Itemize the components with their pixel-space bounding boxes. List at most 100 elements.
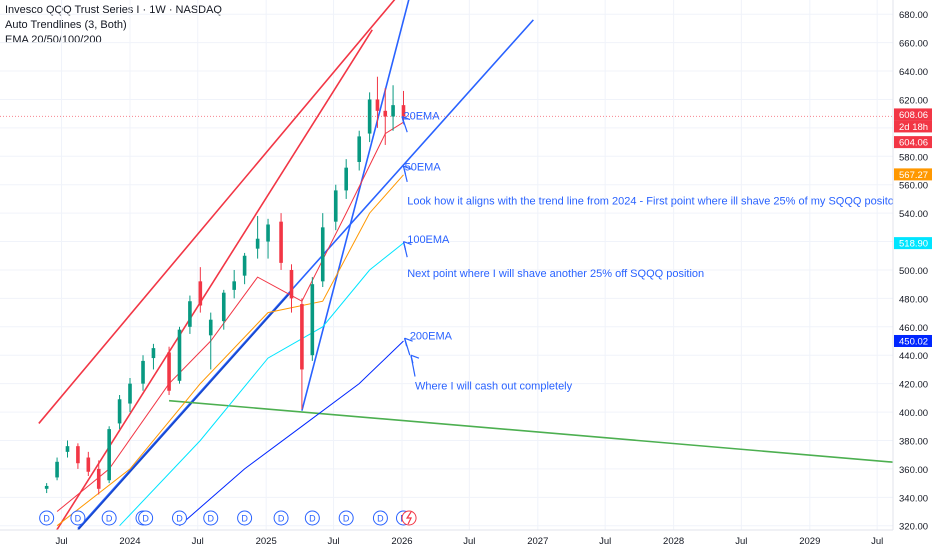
candles [44, 76, 406, 495]
ema-lines [56, 121, 404, 527]
candle-body [310, 284, 315, 356]
trendline [77, 19, 534, 530]
dividend-marker-label: D [278, 514, 285, 524]
candle-body [55, 461, 59, 478]
price-tick-label: 360.00 [899, 465, 928, 476]
dividend-marker-label: D [207, 514, 214, 524]
dividend-marker [372, 510, 388, 526]
time-tick-label: Jul [463, 536, 475, 547]
symbol-title[interactable]: Invesco QQQ Trust Series I · 1W · NASDAQ [5, 4, 222, 16]
candle-body [44, 485, 49, 489]
price-tick-label: 400.00 [899, 408, 928, 419]
price-tick-label: 640.00 [899, 67, 928, 78]
dividend-marker-label: D [142, 514, 149, 524]
candle-body [383, 110, 388, 117]
dividend-marker-label: D [343, 514, 350, 524]
time-tick-label: 2026 [391, 536, 412, 547]
candle-body [279, 221, 283, 263]
price-label-text-ema20: 604.06 [899, 138, 928, 149]
ema-line [56, 174, 404, 527]
dividend-marker-label: D [75, 514, 82, 524]
dividend-marker-label: D [241, 514, 248, 524]
dividend-marker-label: D [309, 514, 316, 524]
price-tick-label: 440.00 [899, 351, 928, 362]
candle-body [96, 468, 101, 489]
candle-body [367, 99, 372, 134]
time-tick-label: 2024 [119, 536, 140, 547]
candle-body [221, 292, 226, 322]
time-tick-label: 2028 [663, 536, 684, 547]
time-tick-label: Jul [871, 536, 883, 547]
time-tick-label: Jul [599, 536, 611, 547]
candle-body [357, 136, 362, 162]
time-axis-bg [0, 530, 932, 550]
annotation-ema50: 50EMA [405, 162, 442, 174]
price-label-text-ema100: 518.90 [899, 239, 928, 250]
candle-body [188, 301, 192, 327]
price-label-text-countdown: 2d 18h [899, 122, 928, 133]
candle-body [117, 399, 122, 424]
candle-body [107, 429, 111, 481]
dividend-marker-label: D [43, 514, 50, 524]
price-label-ema20 [894, 136, 932, 149]
price-tick-label: 580.00 [899, 152, 928, 163]
price-tick-label: 320.00 [899, 522, 928, 533]
annotation-note3: Where I will cash out completely [415, 380, 573, 392]
price-label-price [894, 108, 932, 121]
annotation-arrowhead [401, 115, 411, 125]
dividend-marker [101, 510, 117, 526]
price-tick-label: 420.00 [899, 380, 928, 391]
price-tick-label: 340.00 [899, 493, 928, 504]
candle-body [151, 348, 156, 359]
time-tick-label: 2027 [527, 536, 548, 547]
trendline [77, 290, 293, 531]
price-tick-label: 500.00 [899, 266, 928, 277]
annotations: 20EMA 50EMA Look how it aligns with the tr… [401, 110, 900, 392]
annotation-ema100: 100EMA [407, 234, 450, 246]
candle-body [242, 255, 247, 276]
trendline [301, 0, 410, 411]
price-label-text-ema200: 450.02 [899, 336, 928, 347]
annotation-arrowhead [410, 354, 420, 364]
indicator-trendlines-label[interactable]: Auto Trendlines (3, Both) [5, 19, 127, 31]
dividend-marker-label: D [176, 514, 183, 524]
candle-body [177, 329, 182, 381]
price-tick-label: 540.00 [899, 209, 928, 220]
ema-line [119, 242, 404, 527]
price-label-ema100 [894, 237, 932, 250]
annotation-ema200: 200EMA [410, 331, 453, 343]
time-axis[interactable]: Jul 2024 Jul 2025 Jul 2026 Jul 2027 Jul 2028 Jul 20… [0, 529, 932, 550]
candle-body [320, 227, 325, 282]
candle-body [344, 167, 348, 191]
candle-body [208, 319, 213, 336]
price-tick-label: 380.00 [899, 436, 928, 447]
annotation-ema20: 20EMA [403, 110, 440, 122]
price-label-text-price: 608.06 [899, 110, 928, 121]
time-tick-label: Jul [192, 536, 204, 547]
dividend-marker [138, 510, 154, 526]
time-tick-label: Jul [327, 536, 339, 547]
price-tick-label: 460.00 [899, 323, 928, 334]
candle-body [128, 383, 132, 404]
time-tick-label: Jul [55, 536, 67, 547]
candle-body [167, 352, 171, 391]
price-axis[interactable]: 320.00 340.00 360.00 380.00 400.00 420.00 440.… [892, 0, 932, 550]
candle-body [391, 105, 395, 117]
event-markers: DDDDDDDDDDDDD [39, 510, 417, 526]
price-tick-label: 480.00 [899, 294, 928, 305]
price-tick-label: 620.00 [899, 95, 928, 106]
price-axis-bg [893, 0, 932, 550]
dividend-marker [237, 510, 253, 526]
time-tick-label: 2025 [256, 536, 277, 547]
candle-body [141, 360, 145, 384]
annotation-note1: Look how it aligns with the trend line f… [407, 196, 900, 208]
trendlines [38, 0, 906, 550]
dividend-marker [304, 510, 320, 526]
trendline [38, 0, 396, 424]
grid [0, 0, 893, 530]
annotation-note2: Next point where I will shave another 25… [407, 268, 704, 280]
candle-body [255, 238, 260, 249]
dividend-marker [171, 510, 187, 526]
dividend-marker [70, 510, 86, 526]
